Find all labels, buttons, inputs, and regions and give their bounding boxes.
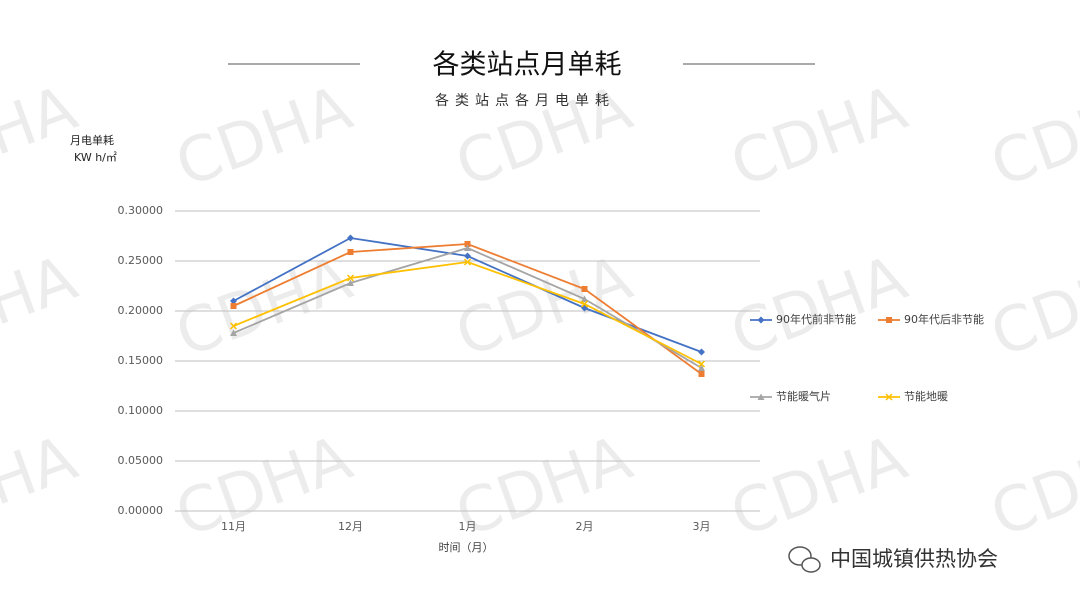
marker [581,286,588,292]
marker [347,234,354,242]
marker [698,371,705,377]
legend-label: 90年代后非节能 [904,312,984,326]
watermark: CDHA [0,421,86,551]
y-axis-label: 月电单耗 [70,134,114,147]
x-tick-label: 12月 [338,520,363,533]
x-tick-label: 2月 [576,520,594,533]
watermark: CDHA [981,241,1080,371]
y-tick-label: 0.10000 [118,404,164,417]
legend-label: 节能地暖 [904,389,948,403]
marker [757,316,765,324]
watermark: CDHA [981,421,1080,551]
marker [346,274,355,282]
watermark: CDHA [981,71,1080,201]
y-tick-label: 0.20000 [118,304,164,317]
marker [229,322,238,330]
marker [230,297,237,305]
legend-label: 节能暖气片 [776,389,831,403]
marker [464,244,471,251]
watermark: CDHA [721,241,915,371]
marker [464,241,471,247]
marker [697,360,706,368]
watermark: CDHA [721,421,915,551]
chart-title: 各类站点月单耗 [433,50,622,81]
marker [885,393,893,401]
marker [698,364,705,371]
watermark: CDHA [721,71,915,201]
y-tick-label: 0.00000 [118,504,164,517]
x-axis-label: 时间（月） [439,541,494,554]
marker [463,258,472,266]
footer: 中国城镇供热协会 [830,547,998,571]
marker [886,317,892,323]
watermark: CDHA [446,71,640,201]
legend-label: 90年代前非节能 [776,312,856,326]
y-tick-label: 0.30000 [118,204,164,217]
marker [230,329,237,336]
marker [580,300,589,308]
y-tick-label: 0.25000 [118,254,164,267]
x-tick-label: 11月 [221,520,246,533]
marker [230,303,237,309]
watermark: CDHA [0,241,86,371]
marker [347,279,354,286]
y-tick-label: 0.15000 [118,354,164,367]
watermark: CDHA [166,71,360,201]
marker [464,252,471,260]
chart-subtitle: 各类站点各月电单耗 [435,93,615,109]
marker [757,393,765,400]
marker [347,249,354,255]
y-tick-label: 0.05000 [118,454,164,467]
x-tick-label: 3月 [693,520,711,533]
y-axis-label: KW h/㎡ [74,151,117,164]
marker [698,348,705,356]
marker [581,295,588,302]
watermark: CDHA [166,421,360,551]
wechat-icon [788,546,821,573]
x-tick-label: 1月 [459,520,477,533]
